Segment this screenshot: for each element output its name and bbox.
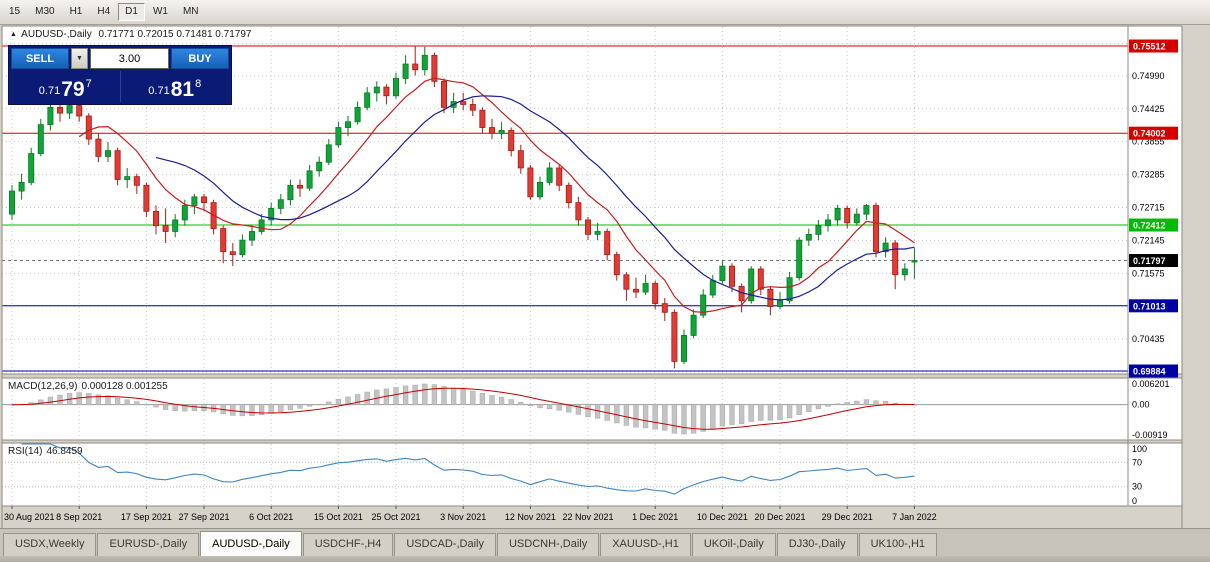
tab-dj30-daily[interactable]: DJ30-,Daily xyxy=(776,533,858,556)
timeframe-toolbar: 15 M30 H1 H4 D1 W1 MN xyxy=(0,0,1210,25)
buy-price-sup: 8 xyxy=(195,78,202,90)
svg-text:0.72145: 0.72145 xyxy=(1132,235,1165,245)
buy-button[interactable]: BUY xyxy=(171,48,229,69)
tab-ukoil-daily[interactable]: UKOil-,Daily xyxy=(691,533,776,556)
sell-price-prefix: 0.71 xyxy=(38,85,61,97)
svg-text:0: 0 xyxy=(1132,496,1137,506)
time-axis: 30 Aug 2021 8 Sep 2021 17 Sep 2021 27 Sep 2… xyxy=(4,506,937,522)
rsi-axis: 100 70 30 0 xyxy=(1132,444,1147,506)
horizontal-level-lines xyxy=(2,45,1128,372)
macd-name: MACD(12,26,9) xyxy=(8,381,78,392)
timeframe-mn[interactable]: MN xyxy=(176,3,206,21)
macd-values: 0.000128 0.001255 xyxy=(81,381,168,392)
svg-text:10 Dec 2021: 10 Dec 2021 xyxy=(697,512,748,522)
rsi-indicator-label: RSI(14) 46.8459 xyxy=(8,446,83,457)
svg-text:0.74990: 0.74990 xyxy=(1132,71,1165,81)
svg-text:0.72412: 0.72412 xyxy=(1133,221,1166,231)
sell-price-big: 79 xyxy=(61,78,85,101)
svg-text:27 Sep 2021: 27 Sep 2021 xyxy=(178,512,229,522)
timeframe-m15[interactable]: 15 xyxy=(2,3,27,21)
buy-price-display[interactable]: 0.71 81 8 xyxy=(121,71,230,102)
buy-price-big: 81 xyxy=(170,78,195,101)
svg-text:0.72715: 0.72715 xyxy=(1132,203,1165,213)
pane-borders xyxy=(1,25,1183,528)
svg-text:70: 70 xyxy=(1132,457,1142,467)
svg-text:0.75512: 0.75512 xyxy=(1133,42,1166,52)
svg-text:30: 30 xyxy=(1132,482,1142,492)
sell-price-display[interactable]: 0.71 79 7 xyxy=(11,71,121,102)
svg-text:-0.00919: -0.00919 xyxy=(1132,430,1168,440)
svg-text:22 Nov 2021: 22 Nov 2021 xyxy=(562,512,613,522)
chevron-down-icon: ▼ xyxy=(76,55,83,62)
expand-arrow-icon[interactable]: ▲ xyxy=(10,31,17,38)
svg-text:20 Dec 2021: 20 Dec 2021 xyxy=(754,512,805,522)
timeframe-w1[interactable]: W1 xyxy=(146,3,175,21)
sell-price-sup: 7 xyxy=(85,78,92,90)
rsi-value: 46.8459 xyxy=(46,446,83,457)
buy-price-prefix: 0.71 xyxy=(148,85,170,97)
rsi-name: RSI(14) xyxy=(8,446,43,457)
sell-button[interactable]: SELL xyxy=(11,48,69,69)
macd-indicator-label: MACD(12,26,9) 0.000128 0.001255 xyxy=(8,381,168,392)
svg-text:0.006201: 0.006201 xyxy=(1132,379,1170,389)
chart-symbol-label: AUDUSD-,Daily xyxy=(21,29,92,40)
svg-text:8 Sep 2021: 8 Sep 2021 xyxy=(56,512,102,522)
tab-audusd-daily[interactable]: AUDUSD-,Daily xyxy=(200,531,302,556)
timeframe-h4[interactable]: H4 xyxy=(90,3,117,21)
svg-text:0.73285: 0.73285 xyxy=(1132,170,1165,180)
macd-axis: 0.006201 0.00 -0.00919 xyxy=(1132,379,1170,440)
volume-dropdown-button[interactable]: ▼ xyxy=(71,48,88,69)
timeframe-m30[interactable]: M30 xyxy=(28,3,61,21)
svg-text:29 Dec 2021: 29 Dec 2021 xyxy=(822,512,873,522)
svg-text:0.00: 0.00 xyxy=(1132,400,1150,410)
svg-text:0.74002: 0.74002 xyxy=(1133,129,1166,139)
volume-input[interactable] xyxy=(90,48,169,69)
bottom-strip xyxy=(0,556,1210,562)
svg-text:12 Nov 2021: 12 Nov 2021 xyxy=(505,512,556,522)
timeframe-h1[interactable]: H1 xyxy=(63,3,90,21)
svg-text:6 Oct 2021: 6 Oct 2021 xyxy=(249,512,293,522)
svg-text:1 Dec 2021: 1 Dec 2021 xyxy=(632,512,678,522)
svg-text:0.71797: 0.71797 xyxy=(1133,256,1166,266)
tab-usdcad-daily[interactable]: USDCAD-,Daily xyxy=(394,533,496,556)
svg-text:17 Sep 2021: 17 Sep 2021 xyxy=(121,512,172,522)
moving-averages xyxy=(78,77,915,313)
tab-uk100-h1[interactable]: UK100-,H1 xyxy=(858,533,938,556)
svg-text:3 Nov 2021: 3 Nov 2021 xyxy=(440,512,486,522)
svg-text:0.71575: 0.71575 xyxy=(1132,268,1165,278)
svg-text:0.70435: 0.70435 xyxy=(1132,334,1165,344)
svg-text:0.73855: 0.73855 xyxy=(1132,137,1165,147)
one-click-trading-panel: SELL ▼ BUY 0.71 79 7 0.71 81 8 xyxy=(8,45,232,105)
svg-text:100: 100 xyxy=(1132,444,1147,454)
svg-text:15 Oct 2021: 15 Oct 2021 xyxy=(314,512,363,522)
chart-ohlc-values: 0.71771 0.72015 0.71481 0.71797 xyxy=(98,29,252,40)
rsi-pane xyxy=(2,443,1128,495)
timeframe-d1[interactable]: D1 xyxy=(118,3,145,21)
chart-tab-bar: USDX,Weekly EURUSD-,Daily AUDUSD-,Daily … xyxy=(0,528,1210,556)
svg-text:0.69884: 0.69884 xyxy=(1133,367,1166,377)
svg-text:30 Aug 2021: 30 Aug 2021 xyxy=(4,512,55,522)
macd-pane xyxy=(2,383,1128,435)
svg-text:0.74425: 0.74425 xyxy=(1132,104,1165,114)
chart-title: ▲ AUDUSD-,Daily 0.71771 0.72015 0.71481 … xyxy=(10,29,251,40)
svg-text:0.71013: 0.71013 xyxy=(1133,301,1166,311)
svg-text:7 Jan 2022: 7 Jan 2022 xyxy=(892,512,937,522)
pane-backgrounds xyxy=(2,26,1182,528)
tab-usdcnh-daily[interactable]: USDCNH-,Daily xyxy=(496,533,600,556)
tab-eurusd-daily[interactable]: EURUSD-,Daily xyxy=(97,533,200,556)
svg-text:25 Oct 2021: 25 Oct 2021 xyxy=(371,512,420,522)
tab-usdchf-h4[interactable]: USDCHF-,H4 xyxy=(302,533,394,556)
price-axis: 0.74990 0.74425 0.73855 0.73285 0.72715 0.721… xyxy=(1129,39,1178,378)
tab-xauusd-h1[interactable]: XAUUSD-,H1 xyxy=(600,533,691,556)
tab-usdx-weekly[interactable]: USDX,Weekly xyxy=(3,533,97,556)
